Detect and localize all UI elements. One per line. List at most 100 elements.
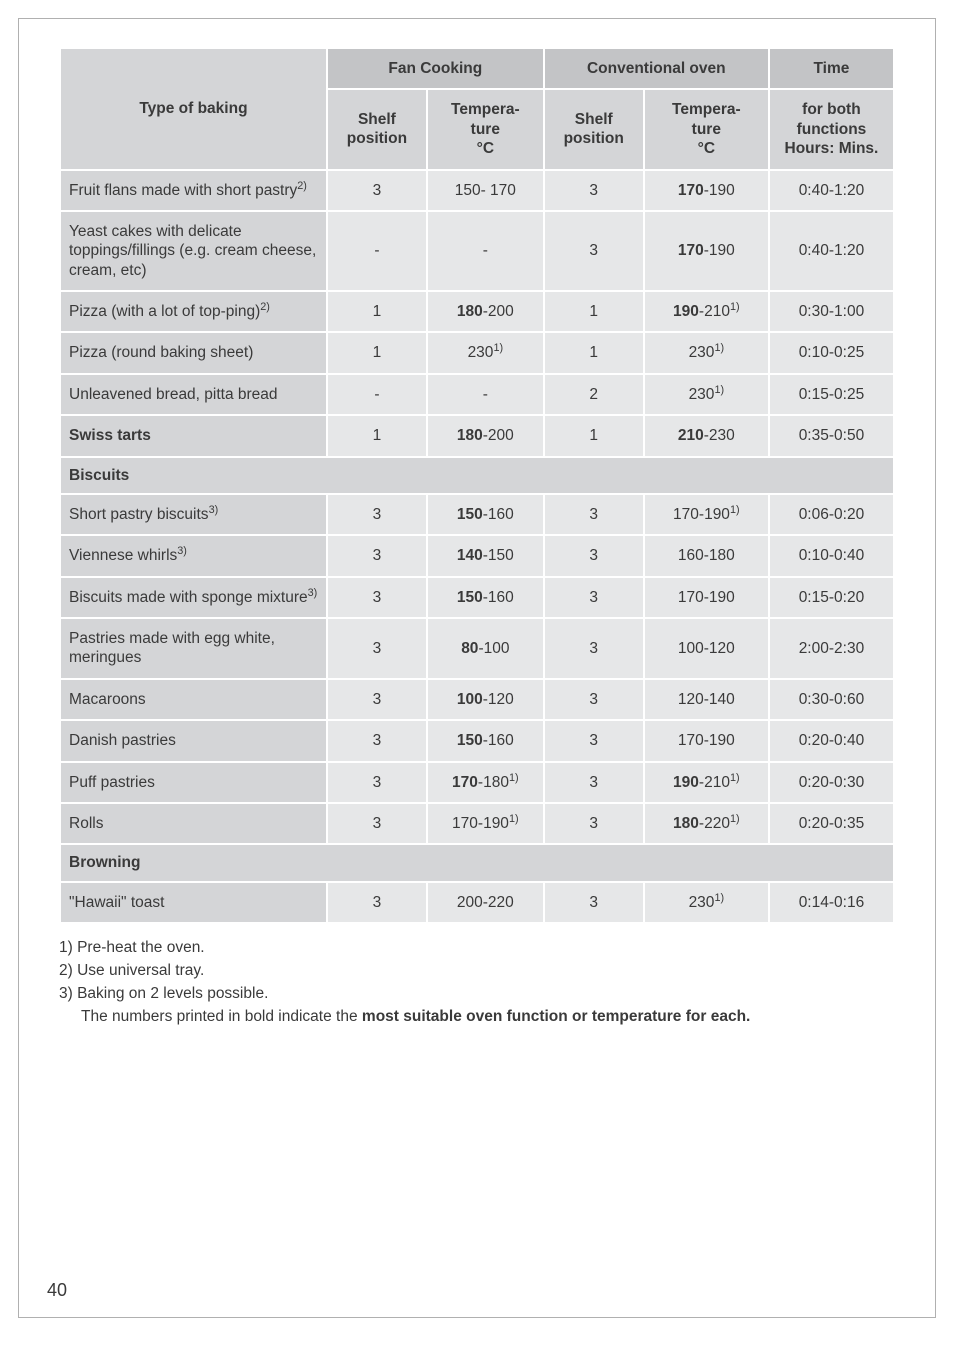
table-row: Fruit flans made with short pastry2) 3150… (60, 170, 894, 211)
row-shelf1: 1 (327, 291, 427, 332)
page: Type of baking Fan Cooking Conventional … (18, 18, 936, 1318)
row-temp1: 200-220 (427, 882, 544, 923)
row-label: Danish pastries (60, 720, 327, 761)
row-shelf1: 3 (327, 535, 427, 576)
col-type: Type of baking (60, 48, 327, 170)
row-label: Puff pastries (60, 762, 327, 803)
row-shelf2: 3 (544, 170, 644, 211)
row-temp1: 2301) (427, 332, 544, 373)
footnote-1: 1) Pre-heat the oven. (59, 938, 895, 959)
row-time: 0:30-0:60 (769, 679, 894, 720)
row-temp1: 150-160 (427, 577, 544, 618)
row-time: 0:20-0:35 (769, 803, 894, 844)
row-shelf2: 1 (544, 291, 644, 332)
row-label: Short pastry biscuits3) (60, 494, 327, 535)
table-body: Fruit flans made with short pastry2)3150… (60, 170, 894, 924)
row-temp2: 2301) (644, 374, 769, 415)
row-shelf1: 3 (327, 494, 427, 535)
row-time: 0:40-1:20 (769, 211, 894, 291)
row-label: Viennese whirls3) (60, 535, 327, 576)
row-temp2: 170-190 (644, 720, 769, 761)
row-temp2: 180-2201) (644, 803, 769, 844)
row-shelf1: 3 (327, 803, 427, 844)
row-shelf1: 3 (327, 679, 427, 720)
row-shelf2: 3 (544, 535, 644, 576)
row-shelf2: 1 (544, 415, 644, 456)
row-temp2: 120-140 (644, 679, 769, 720)
row-temp1: - (427, 211, 544, 291)
row-temp1: 180-200 (427, 415, 544, 456)
table-head: Type of baking Fan Cooking Conventional … (60, 48, 894, 170)
row-label: Pizza (with a lot of top-ping)2) (60, 291, 327, 332)
row-temp2: 190-2101) (644, 762, 769, 803)
row-temp1: 150- 170 (427, 170, 544, 211)
row-time: 0:30-1:00 (769, 291, 894, 332)
row-shelf1: - (327, 211, 427, 291)
row-time: 0:15-0:25 (769, 374, 894, 415)
row-shelf2: 3 (544, 720, 644, 761)
col-time-sub: for both functions Hours: Mins. (769, 89, 894, 169)
row-shelf1: 3 (327, 618, 427, 679)
table-row: "Hawaii" toast3200-22032301)0:14-0:16 (60, 882, 894, 923)
row-shelf2: 3 (544, 882, 644, 923)
table-row: Short pastry biscuits3)3150-1603170-1901… (60, 494, 894, 535)
table-row: Pizza (round baking sheet)12301)12301)0:… (60, 332, 894, 373)
table-row: Puff pastries3170-1801)3190-2101)0:20-0:… (60, 762, 894, 803)
row-shelf1: - (327, 374, 427, 415)
col-shelf2: Shelf position (544, 89, 644, 169)
footnote-4b: most suitable oven function or temperatu… (362, 1008, 750, 1025)
baking-table: Type of baking Fan Cooking Conventional … (59, 47, 895, 924)
row-shelf1: 3 (327, 882, 427, 923)
table-row: Danish pastries3150-1603170-1900:20-0:40 (60, 720, 894, 761)
row-shelf1: 3 (327, 720, 427, 761)
row-time: 0:40-1:20 (769, 170, 894, 211)
table-row: Yeast cakes with delicate toppings/filli… (60, 211, 894, 291)
col-fan: Fan Cooking (327, 48, 544, 89)
row-temp2: 170-190 (644, 577, 769, 618)
table-row: Macaroons3100-1203120-1400:30-0:60 (60, 679, 894, 720)
section-row: Browning (60, 844, 894, 881)
row-temp1: 170-1801) (427, 762, 544, 803)
row-shelf2: 3 (544, 494, 644, 535)
row-label: Fruit flans made with short pastry2) (60, 170, 327, 211)
row-temp2: 170-1901) (644, 494, 769, 535)
row-label: Unleavened bread, pitta bread (60, 374, 327, 415)
row-temp2: 2301) (644, 882, 769, 923)
row-shelf2: 3 (544, 762, 644, 803)
row-temp2: 160-180 (644, 535, 769, 576)
row-temp1: - (427, 374, 544, 415)
row-temp1: 100-120 (427, 679, 544, 720)
row-shelf2: 3 (544, 211, 644, 291)
row-shelf2: 3 (544, 577, 644, 618)
row-shelf1: 3 (327, 762, 427, 803)
row-time: 0:10-0:25 (769, 332, 894, 373)
row-temp2: 210-230 (644, 415, 769, 456)
footnotes: 1) Pre-heat the oven. 2) Use universal t… (59, 938, 895, 1028)
row-temp1: 180-200 (427, 291, 544, 332)
row-label: Macaroons (60, 679, 327, 720)
row-temp2: 190-2101) (644, 291, 769, 332)
footnote-2: 2) Use universal tray. (59, 961, 895, 982)
row-label: Pizza (round baking sheet) (60, 332, 327, 373)
row-temp1: 170-1901) (427, 803, 544, 844)
row-temp2: 170-190 (644, 170, 769, 211)
row-label: Rolls (60, 803, 327, 844)
row-temp1: 150-160 (427, 494, 544, 535)
footnote-3: 3) Baking on 2 levels possible. (59, 984, 895, 1005)
table-row: Swiss tarts1180-2001210-2300:35-0:50 (60, 415, 894, 456)
section-row: Biscuits (60, 457, 894, 494)
row-label: Pastries made with egg white, meringues (60, 618, 327, 679)
table-row: Viennese whirls3)3140-1503160-1800:10-0:… (60, 535, 894, 576)
table-row: Rolls3170-1901)3180-2201)0:20-0:35 (60, 803, 894, 844)
row-temp1: 150-160 (427, 720, 544, 761)
row-shelf2: 3 (544, 618, 644, 679)
page-number: 40 (47, 1280, 67, 1301)
table-row: Pizza (with a lot of top-ping)2)1180-200… (60, 291, 894, 332)
row-time: 0:20-0:40 (769, 720, 894, 761)
row-shelf1: 3 (327, 577, 427, 618)
row-time: 0:06-0:20 (769, 494, 894, 535)
row-label: "Hawaii" toast (60, 882, 327, 923)
row-shelf2: 1 (544, 332, 644, 373)
row-time: 0:15-0:20 (769, 577, 894, 618)
col-time: Time (769, 48, 894, 89)
